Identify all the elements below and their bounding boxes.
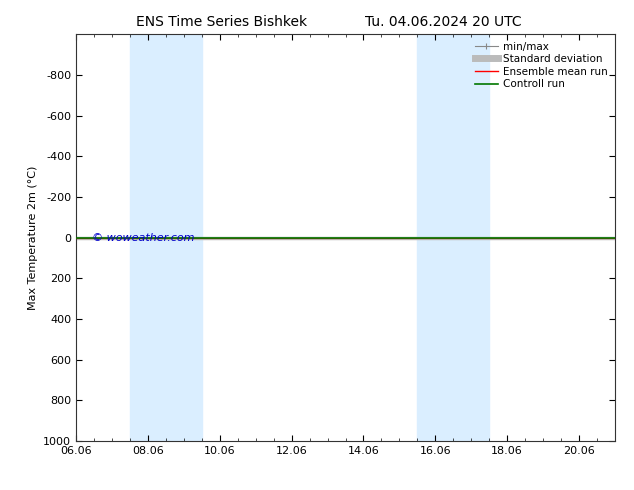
Text: © woweather.com: © woweather.com [93,233,195,243]
Text: ENS Time Series Bishkek: ENS Time Series Bishkek [136,15,307,29]
Legend: min/max, Standard deviation, Ensemble mean run, Controll run: min/max, Standard deviation, Ensemble me… [473,40,610,92]
Bar [417,34,489,441]
Bar [130,34,202,441]
Text: Tu. 04.06.2024 20 UTC: Tu. 04.06.2024 20 UTC [365,15,522,29]
Y-axis label: Max Temperature 2m (°C): Max Temperature 2m (°C) [28,166,37,310]
